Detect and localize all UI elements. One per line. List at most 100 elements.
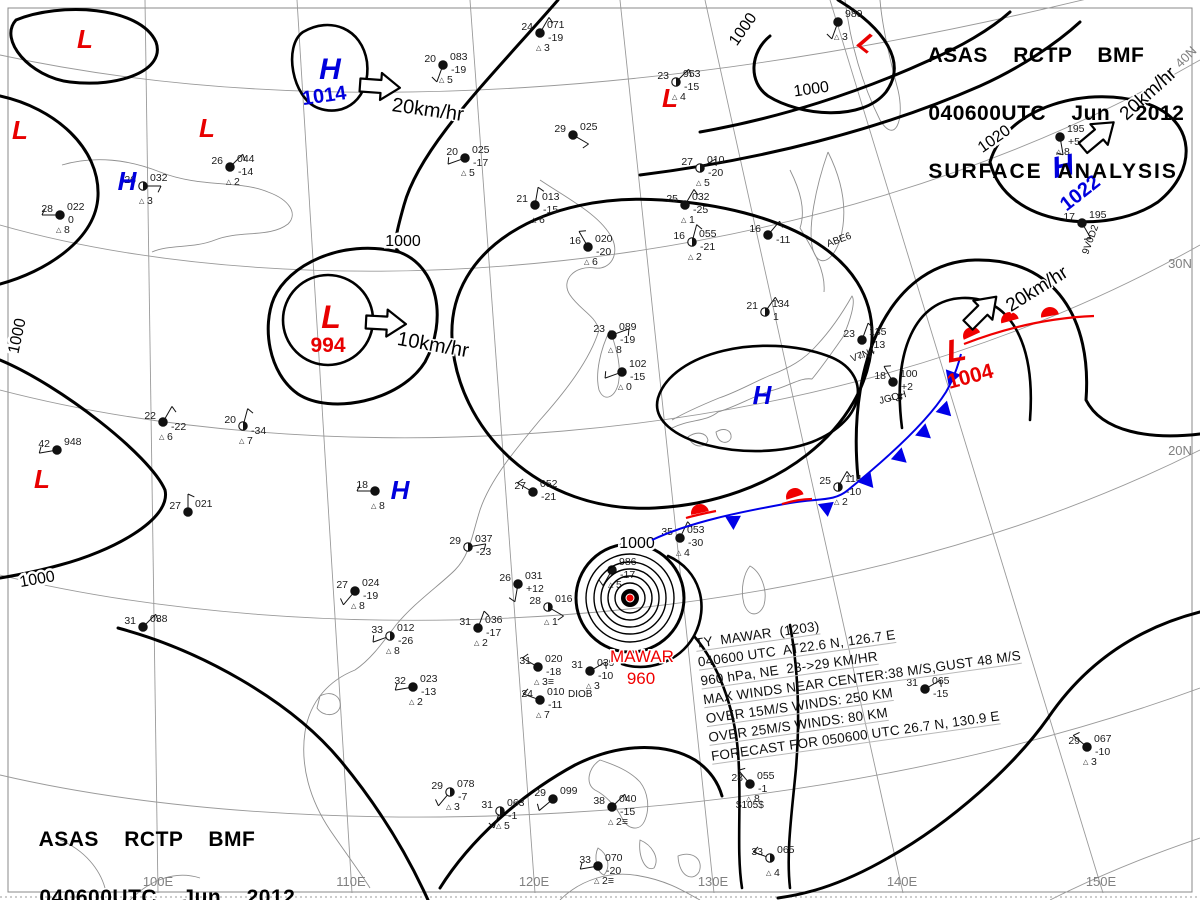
station-half-fill [770, 853, 775, 863]
wind-barb-feather [356, 484, 361, 492]
station-dewpoint: -19 [363, 590, 378, 602]
coastline [741, 565, 766, 615]
pressure-tendency-icon: △ [371, 503, 377, 510]
wind-barb-feather [826, 33, 833, 40]
station-dewpoint: -15 [620, 806, 635, 818]
parallel-line [0, 244, 1200, 439]
wind-barb-icon [551, 608, 564, 617]
isobar-line [638, 20, 1082, 177]
station-circle-icon [617, 367, 627, 377]
station-circle-icon [513, 579, 523, 589]
wind-barb-feather [696, 224, 703, 230]
coastline [677, 853, 701, 878]
wind-barb-icon [436, 68, 443, 83]
station-circle-icon [548, 794, 558, 804]
chart-title-line3: SURFACE ANALYSIS [928, 160, 1178, 183]
station-pressure: 065 [777, 844, 795, 856]
low-center-symbol: L [77, 24, 93, 54]
chart-title-line2: 040600UTC Jun 2012 [39, 886, 296, 900]
station-temperature: 35 [661, 526, 673, 538]
wind-barb-feather [537, 186, 545, 192]
wind-barb-icon [580, 866, 594, 870]
station-circle-icon [225, 162, 235, 172]
station-dewpoint: -20 [606, 865, 621, 877]
station-circle-icon [370, 486, 380, 496]
station-dewpoint: -21 [541, 491, 556, 503]
coastline [671, 295, 854, 429]
high-center-symbol: H [118, 166, 138, 196]
station-aux-value: 8 [379, 500, 385, 512]
high-center-symbol: H [319, 53, 342, 86]
station-aux-value: 6 [167, 431, 173, 443]
station-plot: 31 063-1 △ 5 [481, 797, 524, 832]
wind-barb-icon [883, 366, 892, 379]
wind-barb-feather [582, 143, 589, 149]
wind-barb-icon [831, 25, 838, 40]
wind-barb-feather [779, 220, 783, 228]
station-temperature: 29 [554, 123, 566, 135]
station-pressure: 010 [547, 686, 565, 698]
station-plot: 24 071-19 △ 3 [521, 17, 565, 54]
pressure-tendency-icon: △ [858, 352, 864, 359]
station-pressure: 071 [547, 19, 565, 31]
station-aux-value: 5 [616, 579, 622, 591]
station-temperature: 33 [371, 624, 383, 636]
wind-barb-feather [171, 406, 177, 413]
wind-barb-icon [522, 657, 535, 666]
wind-barb-icon [928, 679, 941, 688]
station-circle-icon [583, 242, 593, 252]
meridian-line [619, 0, 715, 894]
isobar-line [0, 94, 100, 286]
station-pressure: 135 [869, 326, 887, 338]
station-aux-value: 8 [359, 600, 365, 612]
wind-barb-feather [247, 408, 254, 414]
isobar-line [787, 623, 800, 890]
cold-front-icon [915, 423, 931, 439]
chart-title-line2: 040600UTC Jun 2012 [928, 102, 1185, 125]
pressure-tendency-icon: △ [584, 259, 590, 266]
station-circle-icon [833, 17, 843, 27]
station-dewpoint: -26 [398, 635, 413, 647]
station-dewpoint: -11 [548, 699, 563, 711]
movement-arrow-icon [1077, 121, 1115, 155]
station-temperature: 20 [424, 53, 436, 65]
station-dewpoint: -7 [458, 791, 467, 803]
pressure-tendency-icon: △ [688, 254, 694, 261]
station-plot: 17 195 [1063, 209, 1107, 240]
meridian-line [296, 0, 353, 894]
station-temperature: 31 [481, 799, 493, 811]
station-pressure: 020 [545, 653, 563, 665]
station-plot: 16 -11 [749, 220, 791, 246]
wind-barb-icon [1083, 226, 1092, 239]
wind-barb-feather [372, 635, 375, 643]
coastline [687, 432, 709, 447]
wind-barb-icon [738, 769, 748, 782]
station-temperature: 17 [1063, 211, 1075, 223]
wind-barb-feather [38, 446, 42, 454]
pressure-tendency-icon: △ [681, 217, 687, 224]
station-pressure: 053 [687, 524, 705, 536]
station-circle-icon [1082, 742, 1092, 752]
ship-callsign: 9V0D2 [1080, 223, 1101, 256]
station-plot: 31 036-17 △ 2 [459, 610, 503, 649]
wind-barb-feather [447, 157, 450, 165]
station-aux-value: 1 [552, 616, 558, 628]
wind-barb-feather [774, 297, 780, 304]
movement-arrow-icon [364, 308, 408, 338]
station-aux-value: 5 [704, 177, 710, 189]
station-plot: 26 044-14 △ 2 [211, 153, 254, 188]
ship-callsign: $105$ [736, 800, 764, 811]
coastline [789, 169, 825, 293]
wind-barb-icon [1060, 141, 1064, 155]
station-aux-value: 3 [842, 31, 848, 43]
wind-barb-feather [508, 597, 516, 603]
station-plot: 32 023-13 △ 2 [394, 673, 437, 708]
wind-barb-feather [598, 579, 604, 586]
wind-barb-icon [522, 693, 537, 700]
station-dewpoint: -21 [700, 241, 715, 253]
coastline [129, 874, 201, 900]
station-pressure: 025 [472, 144, 490, 156]
station-plot: 33 070-20 △ 2≡ [579, 852, 622, 887]
station-dewpoint: -13 [421, 686, 436, 698]
